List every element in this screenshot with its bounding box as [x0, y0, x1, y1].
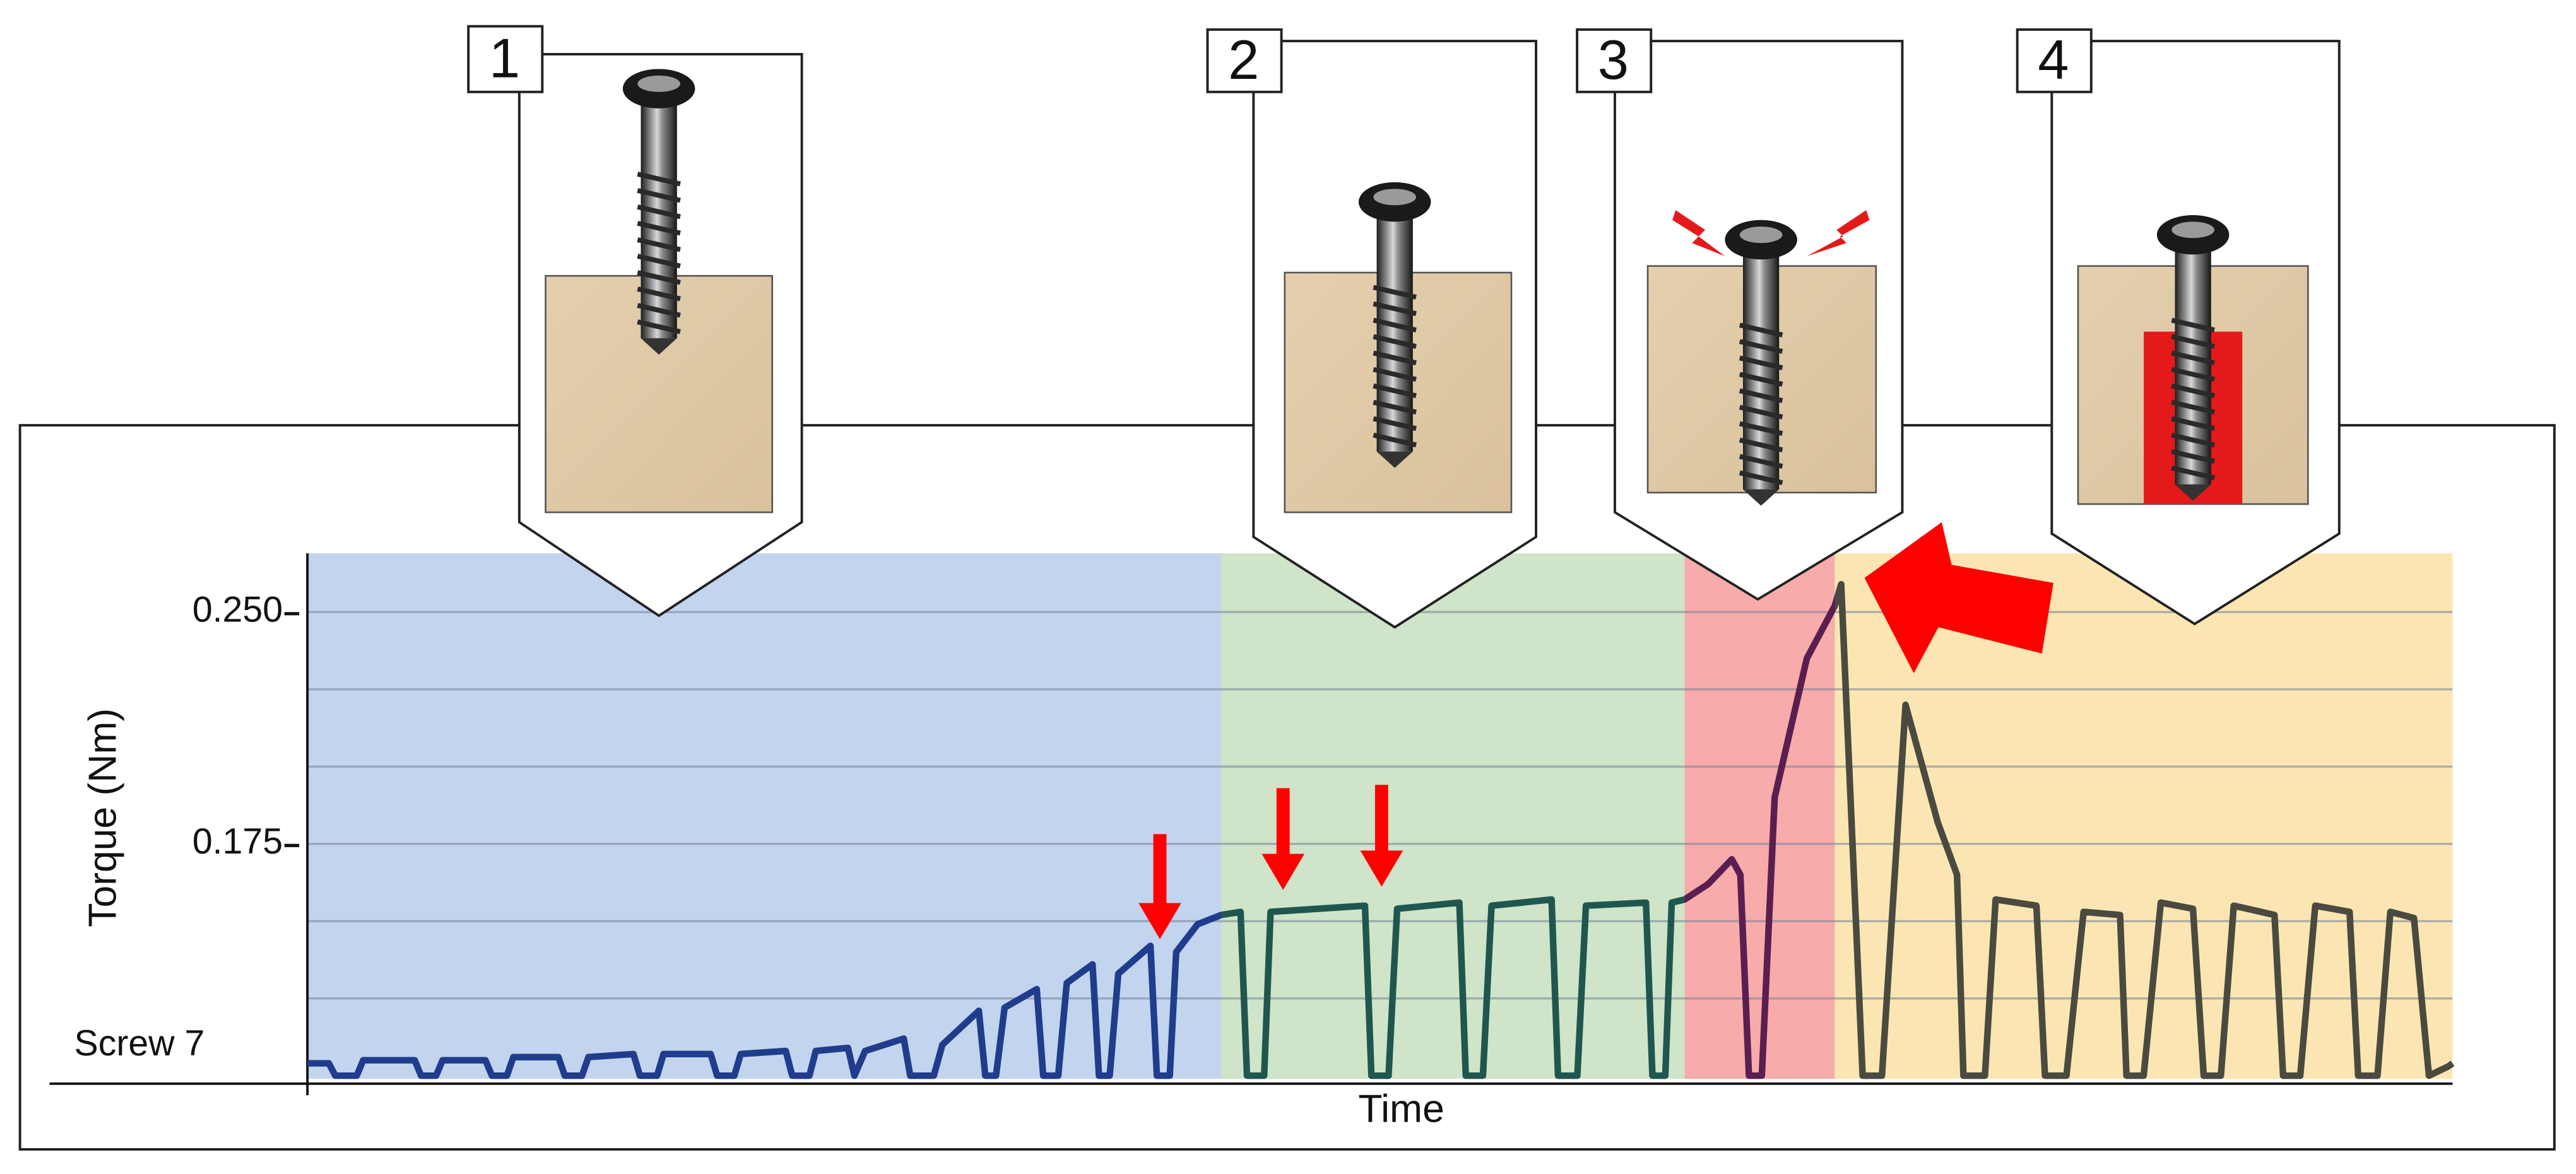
- stress-bolt: [1672, 210, 1725, 257]
- stress-bolt: [1807, 210, 1870, 257]
- callout-number-box: [467, 25, 544, 93]
- series-label: Screw 7: [74, 1023, 205, 1064]
- phase-band: [1684, 553, 1835, 1079]
- arrow: [1138, 834, 1181, 939]
- x-axis-label: Time: [1358, 1087, 1444, 1131]
- callout-number: 1: [489, 26, 520, 89]
- torque-line: [307, 580, 2455, 1079]
- callout-number: 3: [1598, 28, 1629, 91]
- arrow: [1360, 785, 1403, 887]
- annotation-arrows: [1138, 522, 2053, 939]
- phase-band: [307, 553, 1222, 1079]
- y-tick-label: 0.175: [192, 821, 283, 862]
- callout-number-box: [2016, 28, 2093, 93]
- arrow: [1261, 788, 1305, 890]
- plot: 0.250 0.175: [49, 553, 2455, 1096]
- y-axis-label: Torque (Nm): [80, 708, 124, 927]
- callout-number: 4: [2038, 28, 2069, 91]
- callouts: [467, 25, 2341, 629]
- y-tick-label: 0.250: [192, 589, 283, 630]
- phase-band: [1221, 553, 1685, 1079]
- callout-number-box: [1576, 28, 1653, 93]
- callout-number-box: [1206, 28, 1283, 93]
- arrow: [1864, 522, 2053, 674]
- callout-number: 2: [1228, 28, 1259, 91]
